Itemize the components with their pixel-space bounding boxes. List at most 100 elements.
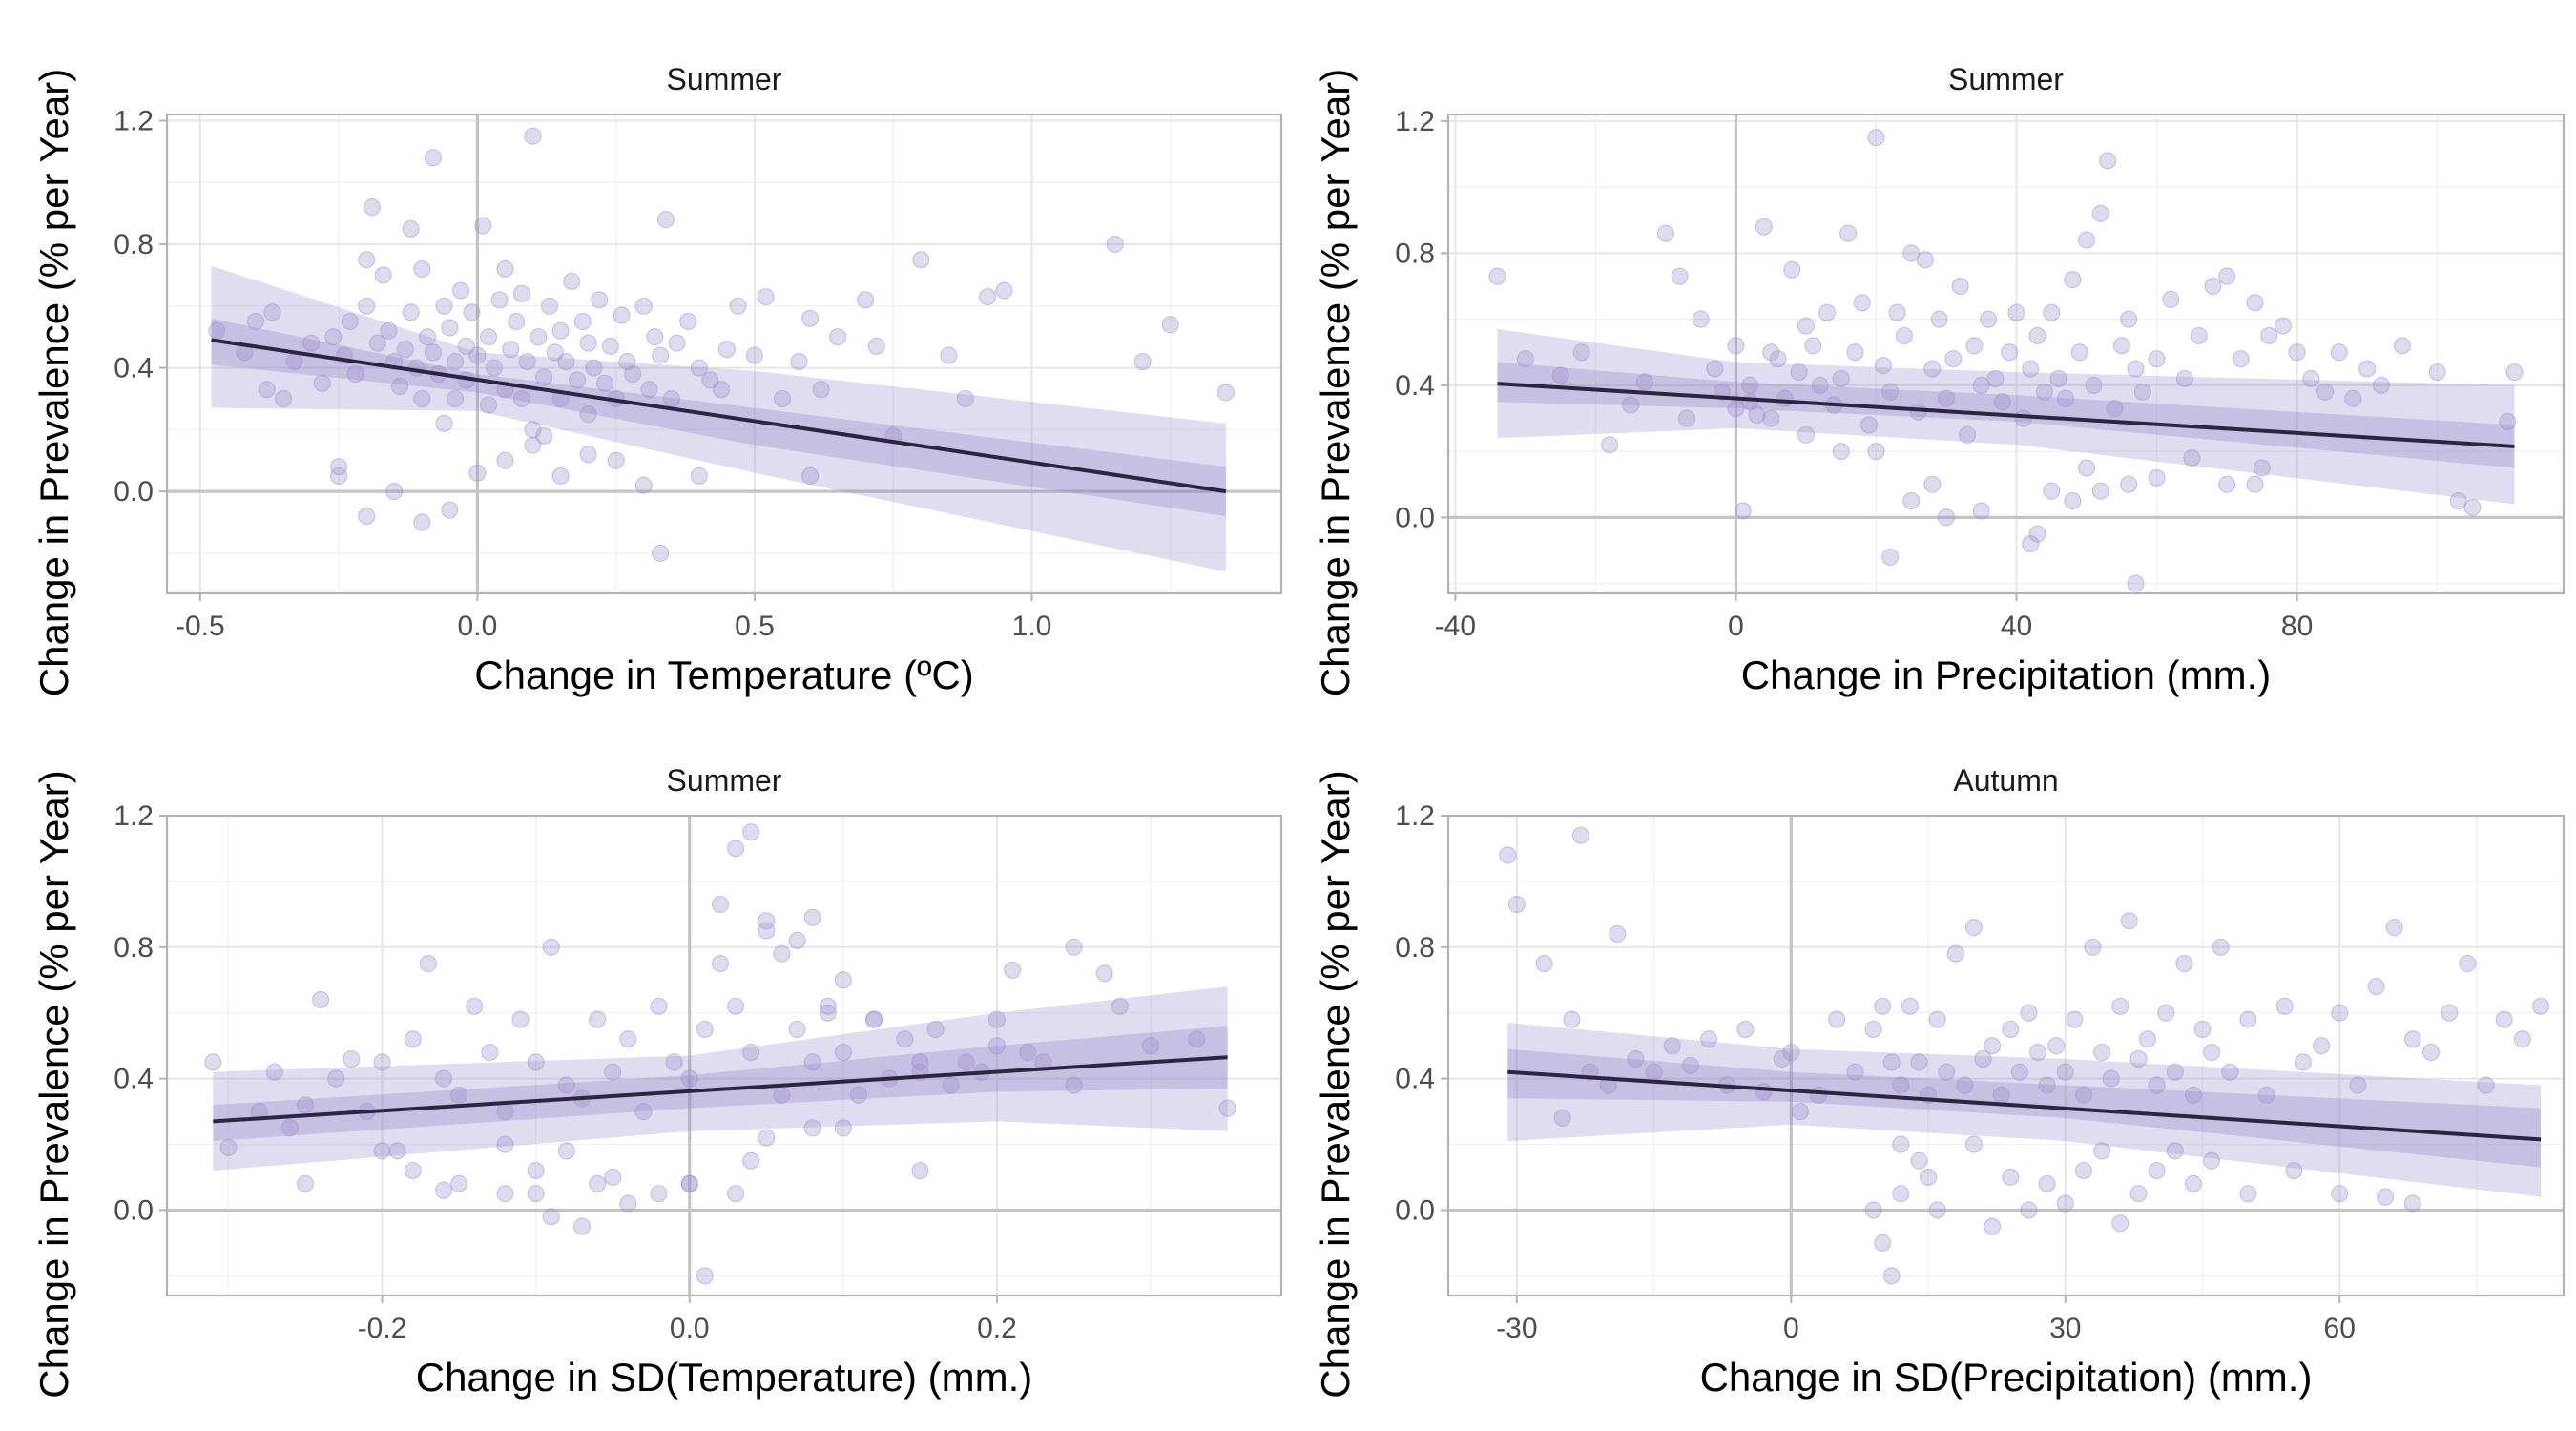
data-point [463,303,481,321]
y-tick-label: 0.0 [114,476,154,508]
data-point [1964,1135,1984,1153]
data-point [557,1076,575,1094]
data-point [1864,1201,1882,1219]
data-point [368,334,386,352]
data-point [2358,360,2377,378]
data-point [2275,997,2294,1015]
data-point [1783,260,1801,279]
data-point [1972,502,1990,520]
data-point [742,1151,760,1170]
confidence-band-outer [211,265,1226,572]
data-point [573,312,592,331]
data-point [726,1185,745,1203]
data-point [2102,1069,2120,1088]
data-point [280,1119,299,1137]
data-point [1769,350,1787,368]
data-point [551,321,570,340]
data-point [424,149,443,167]
data-point [404,1030,422,1048]
data-point [1727,337,1745,355]
data-point [788,931,806,950]
data-point [1811,376,1829,394]
data-point [1748,405,1766,425]
data-point [1776,389,1795,407]
data-point [2043,303,2061,321]
data-point [1937,508,1956,527]
data-point [640,381,658,399]
data-point [524,436,542,454]
data-point [496,1135,514,1153]
data-point [2111,997,2129,1015]
scatter-points [208,127,1235,562]
data-point [2148,468,2166,487]
data-point [2246,294,2264,312]
data-point [485,359,503,377]
data-point [1741,376,1759,394]
data-point [1864,1020,1882,1039]
data-point [1656,224,1675,242]
data-point [451,281,470,300]
data-point [1571,826,1590,844]
data-point [679,312,697,331]
data-point [246,312,265,331]
data-point [1065,1076,1083,1094]
data-point [263,303,281,321]
x-axis-title: Change in SD(Precipitation) (mm.) [1700,1355,2313,1400]
y-tick-label: 0.8 [1395,238,1435,269]
data-point [2344,389,2362,407]
data-point [296,1096,315,1114]
data-point [864,1010,883,1028]
data-point [1944,350,1963,368]
data-point [1563,1010,1581,1028]
x-tick-label: 80 [2281,611,2313,642]
data-point [995,281,1013,300]
data-point [2190,326,2208,345]
data-point [711,895,730,914]
data-point [2349,1076,2367,1094]
data-point [265,1063,283,1081]
data-point [2166,1142,2184,1160]
data-point [341,312,359,331]
data-point [1853,294,1871,312]
data-point [1882,1053,1901,1071]
data-point [1867,443,1885,461]
data-point [726,840,745,858]
data-point [447,389,465,408]
data-point [1671,267,1689,285]
data-point [2239,1185,2257,1203]
data-point [652,544,670,562]
data-point [650,997,668,1015]
x-tick-label: -30 [1496,1313,1537,1344]
y-tick-label: 0.4 [114,1064,154,1095]
data-point [940,346,958,364]
data-point [911,1161,929,1180]
data-point [1727,400,1745,418]
data-point [650,1185,668,1203]
y-tick-label: 0.8 [1395,932,1435,964]
data-point [435,414,453,432]
panel-1: Summer -0.5 0.0 0.5 1.0 0.0 0.4 0.8 1.2 Change in… [31,62,1283,697]
data-point [563,272,581,290]
data-point [527,1185,545,1203]
data-point [912,251,930,269]
data-point [435,297,453,315]
data-point [726,997,745,1015]
data-point [2463,498,2482,517]
data-point [579,334,597,352]
data-point [957,1053,975,1071]
data-point [942,1076,960,1094]
data-point [1488,267,1506,285]
y-tick-label: 1.2 [114,800,154,832]
data-point [1161,316,1179,334]
data-point [540,297,559,315]
data-point [579,405,597,424]
data-point [2064,271,2082,289]
data-point [402,303,420,321]
data-point [449,1086,468,1104]
y-tick-label: 0.4 [114,353,154,384]
regression-line [1497,382,2515,448]
data-point [479,328,498,346]
data-point [2285,1161,2303,1180]
data-point [413,259,431,279]
data-point [2312,1037,2331,1055]
